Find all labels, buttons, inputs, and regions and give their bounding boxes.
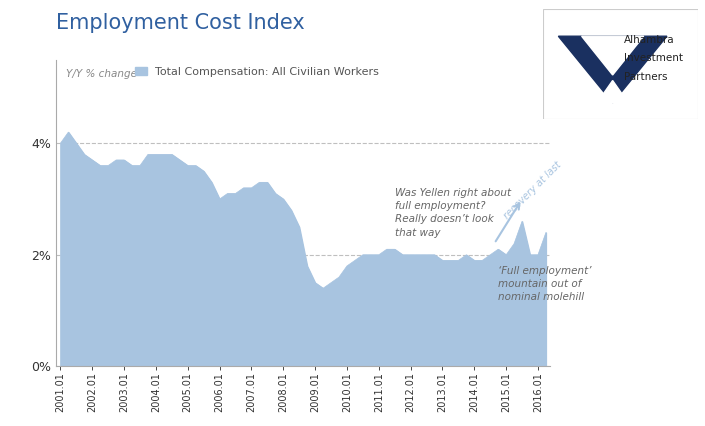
Text: ‘Full employment’
mountain out of
nominal molehill: ‘Full employment’ mountain out of nomina… [498, 266, 591, 302]
Polygon shape [597, 81, 628, 103]
Polygon shape [582, 36, 644, 75]
Text: Alhambra: Alhambra [623, 35, 674, 45]
Text: Investment: Investment [623, 53, 682, 63]
Legend: Total Compensation: All Civilian Workers: Total Compensation: All Civilian Workers [131, 62, 384, 81]
Polygon shape [558, 36, 667, 103]
Text: Y/Y % change: Y/Y % change [66, 69, 137, 79]
Text: recovery at last: recovery at last [502, 160, 563, 222]
Text: Employment Cost Index: Employment Cost Index [56, 13, 305, 33]
Text: Was Yellen right about
full employment?
Really doesn’t look
that way: Was Yellen right about full employment? … [395, 188, 511, 238]
Text: Partners: Partners [623, 72, 667, 82]
